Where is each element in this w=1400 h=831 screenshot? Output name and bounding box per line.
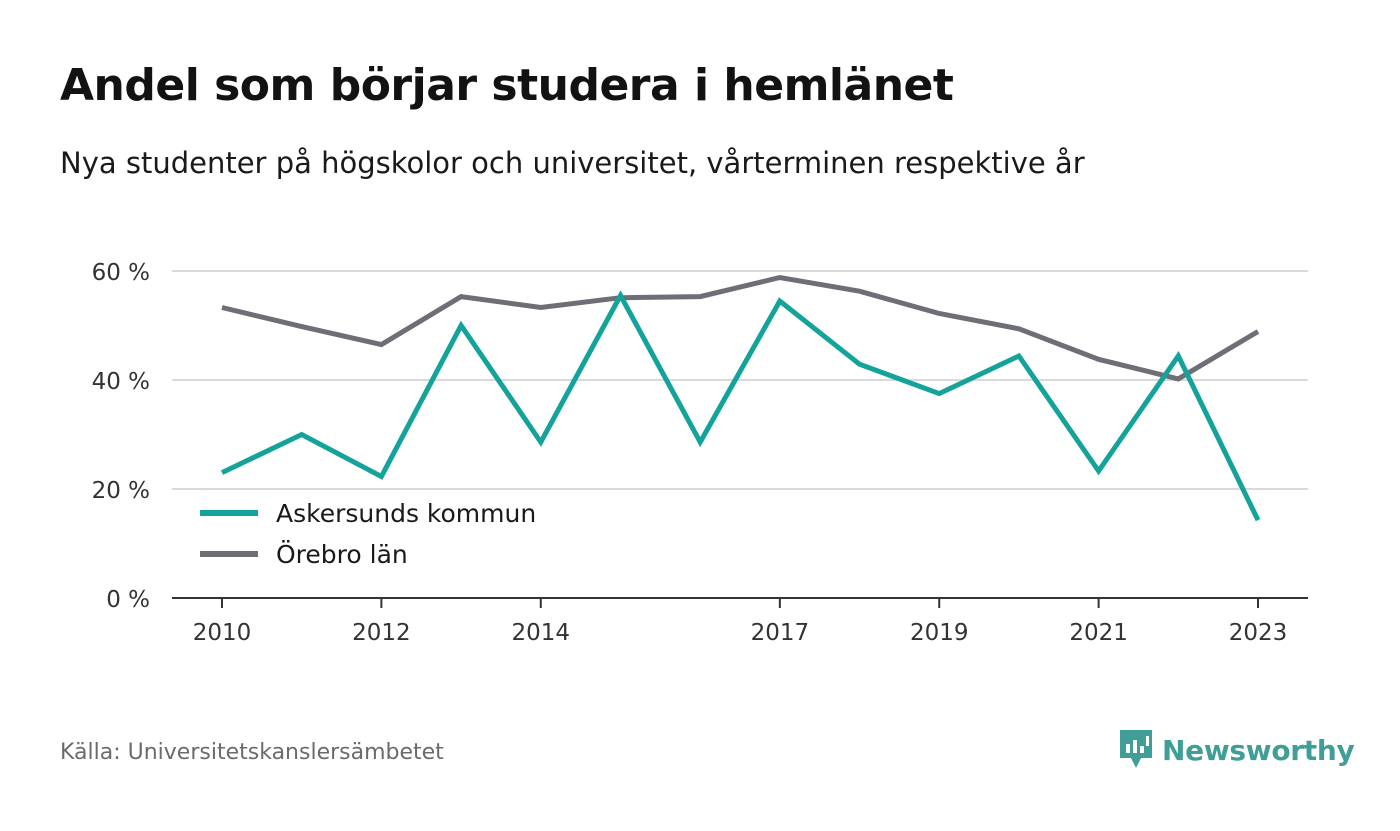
y-tick-labels: 0 % 20 % 40 % 60 % [92, 260, 150, 613]
legend: Askersunds kommun Örebro län [190, 492, 550, 582]
brand-logo: Newsworthy [1118, 728, 1355, 772]
grid-layer [172, 270, 1308, 599]
series-layer [220, 274, 1261, 522]
y-tick-label: 40 % [92, 369, 150, 395]
legend-label: Örebro län [276, 540, 408, 569]
line-chart: 0 % 20 % 40 % 60 % 2010 2012 2014 2017 2019 2021… [92, 260, 1308, 646]
x-tick-label: 2023 [1229, 620, 1288, 646]
chart-subtitle: Nya studenter på högskolor och universit… [60, 146, 1085, 180]
series-line-askersund [220, 290, 1261, 522]
legend-label: Askersunds kommun [276, 499, 536, 528]
legend-background [190, 492, 550, 582]
chart-title: Andel som börjar studera i hemlänet [60, 60, 954, 111]
x-tick-label: 2019 [910, 620, 969, 646]
x-tick-label: 2021 [1069, 620, 1128, 646]
x-tick-label: 2012 [352, 620, 411, 646]
y-tick-label: 0 % [106, 587, 150, 613]
x-tick-labels: 2010 2012 2014 2017 2019 2021 2023 [193, 598, 1288, 646]
y-tick-label: 20 % [92, 478, 150, 504]
newsworthy-logo-icon [1120, 730, 1152, 768]
brand-name: Newsworthy [1162, 733, 1355, 767]
x-tick-label: 2010 [193, 620, 252, 646]
series-line-orebro [221, 274, 1260, 382]
x-tick-label: 2014 [511, 620, 570, 646]
x-tick-label: 2017 [751, 620, 810, 646]
source-note: Källa: Universitetskanslersämbetet [60, 740, 444, 765]
y-tick-label: 60 % [92, 260, 150, 286]
